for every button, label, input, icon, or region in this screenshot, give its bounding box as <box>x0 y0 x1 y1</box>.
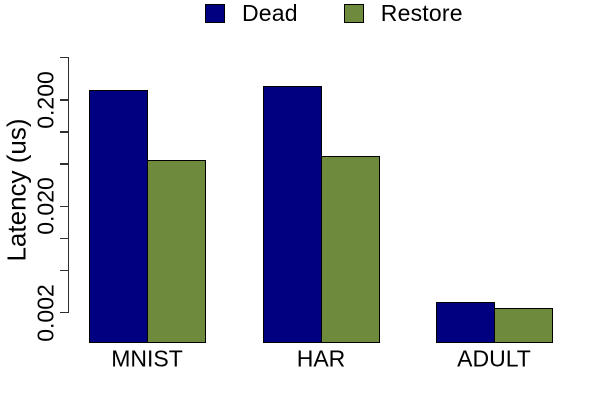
legend-swatch-restore-icon <box>343 4 364 23</box>
y-tick <box>59 131 68 133</box>
y-tick <box>59 311 68 314</box>
legend-item-dead: Dead <box>205 2 298 25</box>
x-category-label-mnist: MNIST <box>111 345 183 372</box>
y-tick <box>59 205 68 208</box>
legend-label-dead: Dead <box>242 0 298 26</box>
y-axis-line <box>67 56 69 314</box>
bar-mnist-dead <box>89 89 148 343</box>
y-tick <box>59 269 68 272</box>
legend-label-restore: Restore <box>380 0 463 26</box>
y-tick-label: 0.200 <box>32 71 59 129</box>
bar-har-dead <box>263 86 322 343</box>
x-category-label-har: HAR <box>296 345 346 372</box>
legend-item-restore: Restore <box>343 0 463 26</box>
y-tick-label: 0.020 <box>32 177 59 236</box>
y-tick <box>59 237 68 240</box>
y-tick <box>59 56 68 59</box>
bar-mnist-restore <box>147 160 206 343</box>
y-tick <box>59 99 68 101</box>
x-category-label-adult: ADULT <box>457 345 531 372</box>
legend: Dead Restore <box>205 2 463 25</box>
bar-har-restore <box>321 156 380 343</box>
y-tick-label: 0.002 <box>32 283 59 342</box>
legend-swatch-dead-icon <box>205 4 225 23</box>
bar-adult-dead <box>436 302 495 343</box>
bar-adult-restore <box>494 308 553 343</box>
y-tick <box>59 163 68 165</box>
